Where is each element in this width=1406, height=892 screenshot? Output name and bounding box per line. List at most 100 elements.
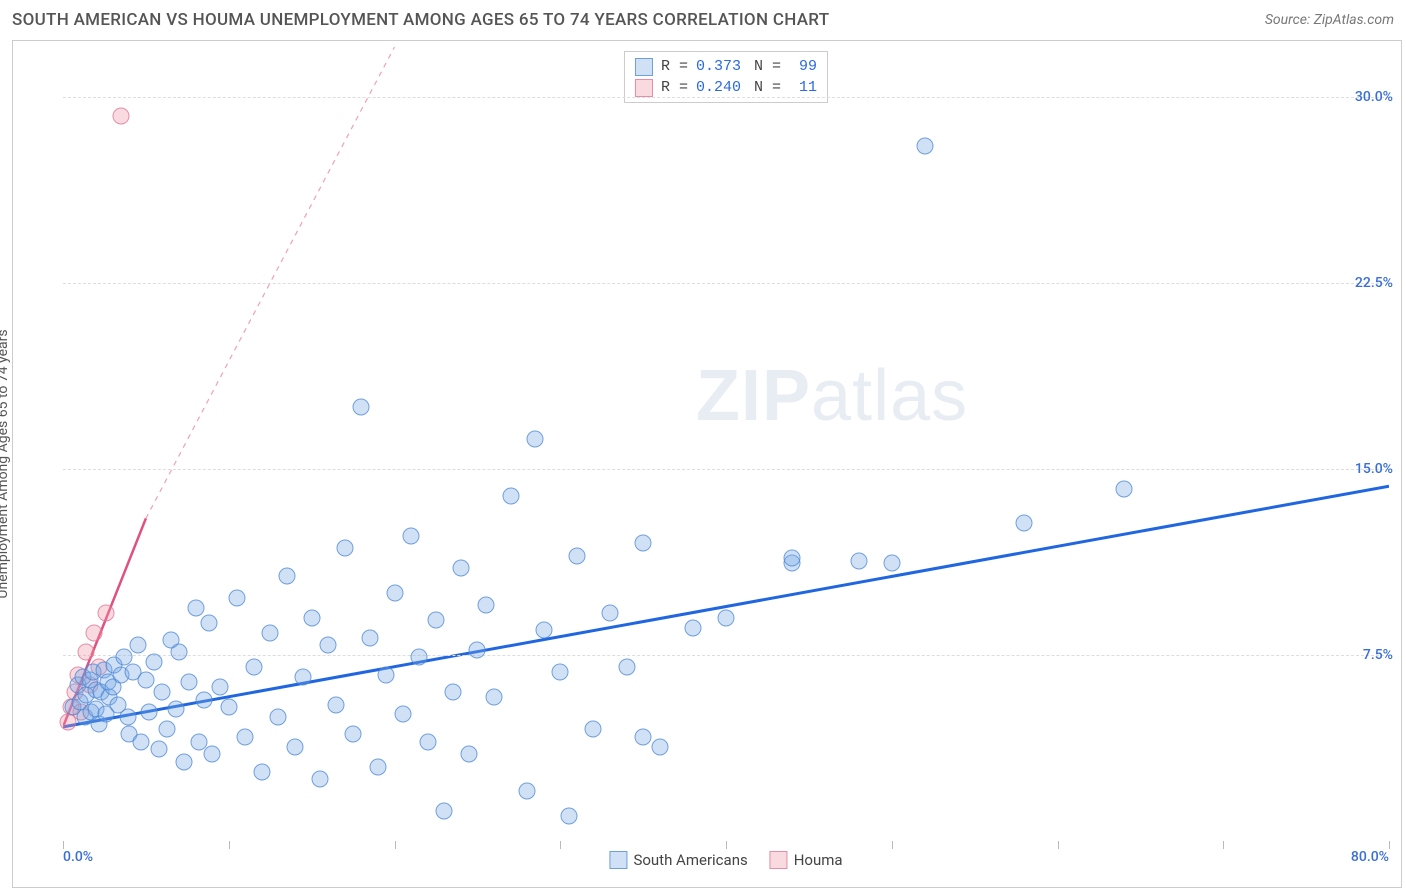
data-point-south-american (635, 535, 652, 552)
data-point-south-american (651, 738, 668, 755)
data-point-south-american (403, 527, 420, 544)
stats-legend-row: R = 0.373 N = 99 (635, 56, 817, 77)
data-point-south-american (132, 733, 149, 750)
data-point-south-american (159, 721, 176, 738)
data-point-south-american (485, 689, 502, 706)
chart-title: SOUTH AMERICAN VS HOUMA UNEMPLOYMENT AMO… (12, 10, 829, 30)
series-legend: South Americans Houma (609, 851, 842, 869)
data-point-south-american (154, 684, 171, 701)
data-point-south-american (369, 758, 386, 775)
data-point-south-american (461, 746, 478, 763)
x-tick (1389, 841, 1390, 849)
data-point-south-american (601, 604, 618, 621)
data-point-south-american (1016, 515, 1033, 532)
n-label: N = (754, 56, 781, 77)
r-label: R = (661, 56, 688, 77)
stats-legend-row: R =0.240N =11 (635, 77, 817, 98)
data-point-south-american (386, 584, 403, 601)
data-point-south-american (175, 753, 192, 770)
stats-legend: R =0.373N =99R =0.240N =11 (624, 51, 828, 103)
chart-container: Unemployment Among Ages 65 to 74 years Z… (12, 40, 1402, 888)
y-tick-label: 15.0% (1355, 461, 1393, 477)
data-point-south-american (320, 636, 337, 653)
data-point-south-american (361, 629, 378, 646)
r-value: 0.240 (696, 77, 746, 98)
data-point-houma (113, 108, 130, 125)
n-value: 99 (789, 56, 817, 77)
data-point-south-american (137, 671, 154, 688)
data-point-south-american (635, 728, 652, 745)
data-point-south-american (568, 547, 585, 564)
data-point-south-american (141, 703, 158, 720)
data-point-south-american (436, 803, 453, 820)
data-point-south-american (220, 699, 237, 716)
plot-area: ZIPatlas R =0.373N =99R =0.240N =11 0.0%… (63, 47, 1389, 841)
data-point-houma (86, 624, 103, 641)
x-tick (560, 841, 561, 849)
data-point-south-american (187, 599, 204, 616)
legend-label: Houma (794, 851, 843, 869)
data-point-south-american (519, 783, 536, 800)
data-point-south-american (452, 560, 469, 577)
x-origin-label: 0.0% (63, 849, 93, 865)
data-point-south-american (262, 624, 279, 641)
data-point-south-american (328, 696, 345, 713)
x-tick (892, 841, 893, 849)
data-point-south-american (684, 619, 701, 636)
data-point-south-american (278, 567, 295, 584)
legend-swatch (635, 58, 653, 76)
data-point-south-american (129, 636, 146, 653)
gridline (63, 283, 1389, 284)
x-tick (726, 841, 727, 849)
watermark: ZIPatlas (696, 355, 968, 437)
data-point-south-american (295, 669, 312, 686)
data-point-south-american (916, 138, 933, 155)
n-label: N = (754, 77, 781, 98)
gridline (63, 469, 1389, 470)
legend-swatch (635, 79, 653, 97)
data-point-south-american (444, 684, 461, 701)
data-point-south-american (1115, 480, 1132, 497)
data-point-south-american (427, 612, 444, 629)
data-point-south-american (200, 614, 217, 631)
data-point-south-american (353, 398, 370, 415)
y-tick-label: 30.0% (1355, 89, 1393, 105)
legend-swatch (770, 851, 788, 869)
data-point-south-american (180, 674, 197, 691)
data-point-south-american (167, 701, 184, 718)
data-point-south-american (119, 708, 136, 725)
x-tick (1223, 841, 1224, 849)
r-value: 0.373 (696, 56, 746, 77)
data-point-houma (78, 644, 95, 661)
data-point-south-american (146, 654, 163, 671)
x-tick (1058, 841, 1059, 849)
data-point-south-american (535, 622, 552, 639)
data-point-south-american (585, 721, 602, 738)
legend-label: South Americans (633, 851, 747, 869)
y-tick-label: 22.5% (1355, 275, 1393, 291)
data-point-houma (98, 604, 115, 621)
data-point-south-american (784, 550, 801, 567)
data-point-south-american (311, 770, 328, 787)
data-point-south-american (270, 708, 287, 725)
y-axis-label: Unemployment Among Ages 65 to 74 years (0, 329, 11, 598)
data-point-south-american (336, 540, 353, 557)
data-point-south-american (850, 552, 867, 569)
data-point-south-american (560, 808, 577, 825)
chart-source: Source: ZipAtlas.com (1265, 12, 1394, 28)
data-point-south-american (151, 741, 168, 758)
data-point-south-american (287, 738, 304, 755)
gridline (63, 97, 1389, 98)
data-point-south-american (229, 589, 246, 606)
legend-item: South Americans (609, 851, 747, 869)
data-point-south-american (171, 644, 188, 661)
data-point-south-american (212, 679, 229, 696)
gridline (63, 655, 1389, 656)
data-point-south-american (345, 726, 362, 743)
x-tick (229, 841, 230, 849)
x-tick (395, 841, 396, 849)
x-max-label: 80.0% (1351, 849, 1389, 865)
r-label: R = (661, 77, 688, 98)
data-point-south-american (883, 555, 900, 572)
data-point-south-american (718, 609, 735, 626)
